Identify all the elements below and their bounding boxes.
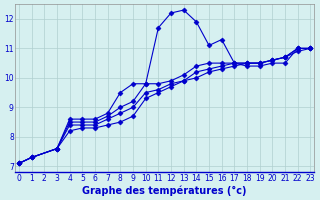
X-axis label: Graphe des températures (°c): Graphe des températures (°c): [83, 185, 247, 196]
